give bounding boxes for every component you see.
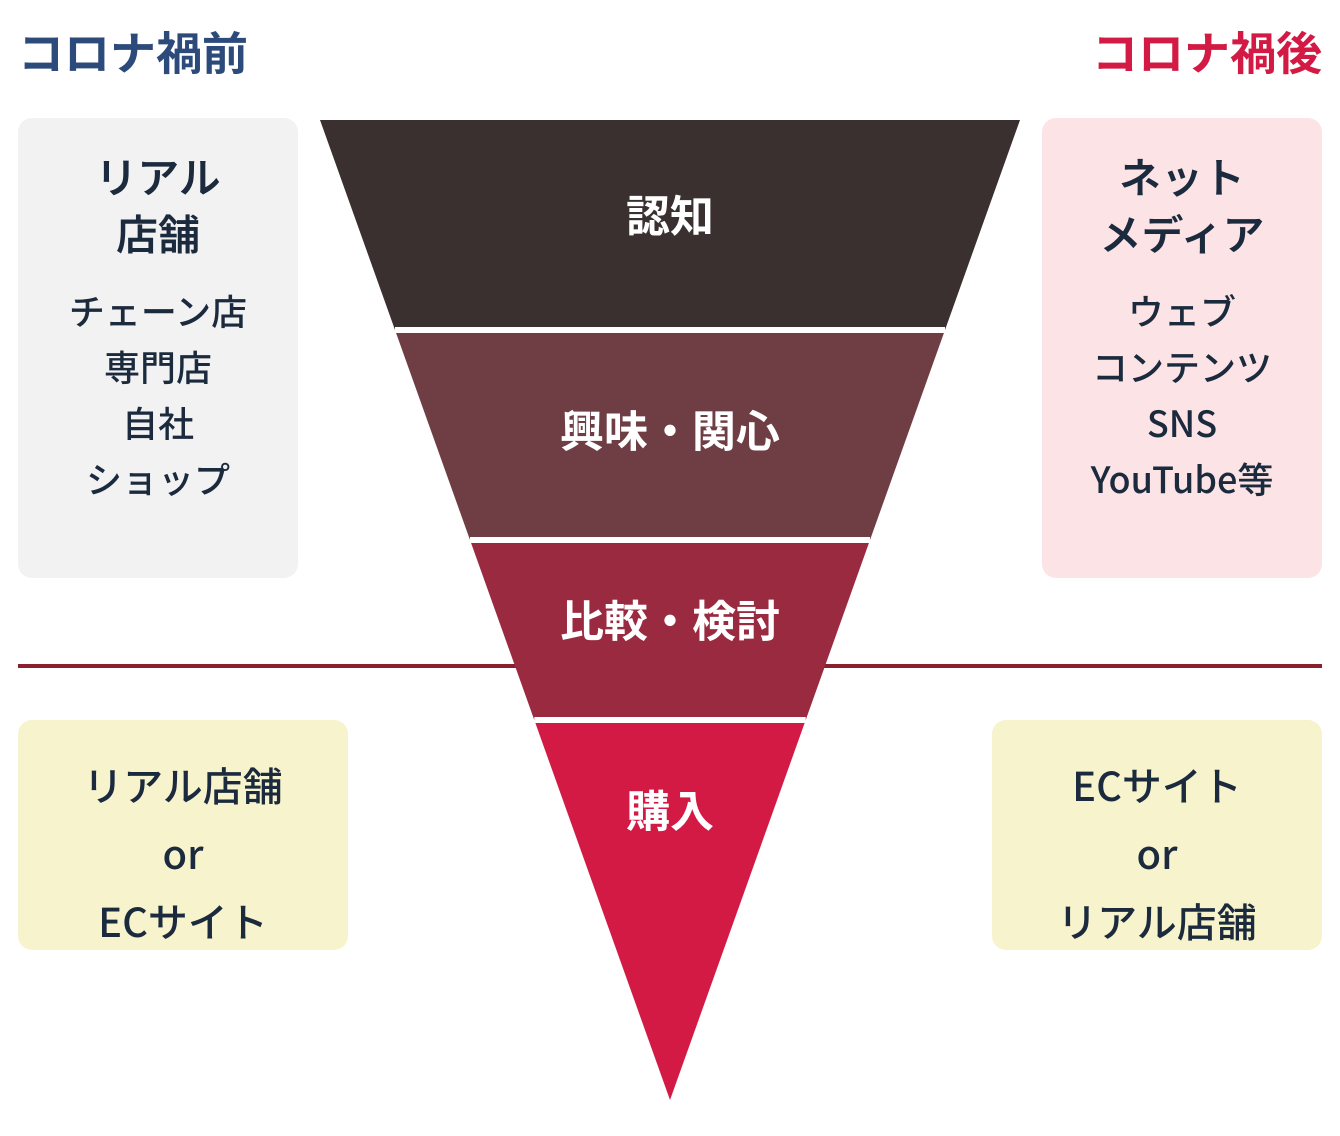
funnel-label-3: 購入 — [626, 776, 714, 840]
header-before: コロナ禍前 — [18, 18, 248, 84]
funnel-label-0: 認知 — [626, 181, 714, 245]
funnel-chart: 認知興味・関心比較・検討購入 — [320, 120, 1020, 1100]
header-after: コロナ禍後 — [1092, 18, 1322, 84]
box-after-purchase: ECサイトorリアル店舗 — [992, 720, 1322, 950]
box-after-channels: ネットメディア ウェブコンテンツSNSYouTube等 — [1042, 118, 1322, 578]
box-before-purchase: リアル店舗orECサイト — [18, 720, 348, 950]
box-after-sub: ウェブコンテンツSNSYouTube等 — [1062, 283, 1302, 506]
funnel-svg: 認知興味・関心比較・検討購入 — [320, 120, 1020, 1100]
funnel-label-2: 比較・検討 — [560, 586, 780, 650]
box-before-purchase-text: リアル店舗orECサイト — [38, 750, 328, 954]
box-after-title: ネットメディア — [1062, 148, 1302, 261]
box-before-title: リアル店舗 — [38, 148, 278, 261]
box-after-purchase-text: ECサイトorリアル店舗 — [1012, 750, 1302, 954]
box-before-channels: リアル店舗 チェーン店専門店自社ショップ — [18, 118, 298, 578]
box-before-sub: チェーン店専門店自社ショップ — [38, 283, 278, 506]
funnel-label-1: 興味・関心 — [560, 396, 780, 460]
